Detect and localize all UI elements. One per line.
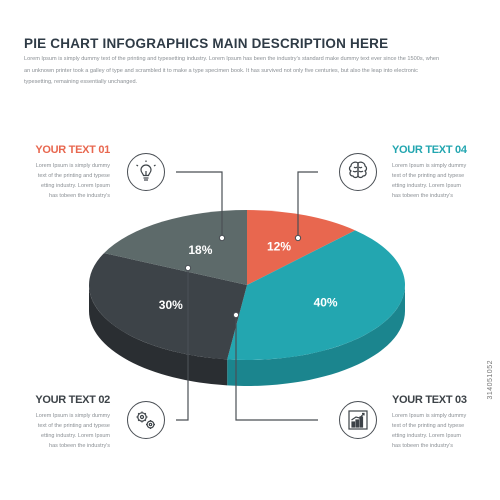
text-block-01-title: YOUR TEXT 01 xyxy=(35,144,110,156)
connector-dot-03 xyxy=(232,311,240,319)
slice-30pct-label: 30% xyxy=(159,298,183,312)
page-title: PIE CHART INFOGRAPHICS MAIN DESCRIPTION … xyxy=(24,36,389,51)
text-block-02-title: YOUR TEXT 02 xyxy=(35,394,110,406)
text-block-02-body: Lorem Ipsum is simply dummy text of the … xyxy=(35,413,110,449)
connector-01 xyxy=(176,171,223,238)
connector-04 xyxy=(297,171,318,238)
text-block-04-body: Lorem Ipsum is simply dummy text of the … xyxy=(392,163,467,199)
watermark-id: 314051052 xyxy=(487,360,494,400)
connector-dot-02 xyxy=(184,264,192,272)
slice-18pct-label: 18% xyxy=(188,243,212,257)
bar-chart-icon xyxy=(339,401,377,439)
slice-40pct-label: 40% xyxy=(314,296,338,310)
text-block-01-body: Lorem Ipsum is simply dummy text of the … xyxy=(35,163,110,199)
text-block-03-body: Lorem Ipsum is simply dummy text of the … xyxy=(392,413,467,449)
text-block-02: YOUR TEXT 02 Lorem Ipsum is simply dummy… xyxy=(32,394,110,451)
slice-12pct xyxy=(247,210,356,285)
connector-03 xyxy=(235,315,318,421)
slice-30pct-side xyxy=(89,285,228,386)
slice-12pct-label: 12% xyxy=(267,240,291,254)
text-block-01: YOUR TEXT 01 Lorem Ipsum is simply dummy… xyxy=(32,144,110,201)
slice-30pct xyxy=(88,253,248,360)
connector-dot-01 xyxy=(218,234,226,242)
slice-40pct xyxy=(227,230,406,360)
text-block-04-title: YOUR TEXT 04 xyxy=(392,144,467,156)
text-block-04: YOUR TEXT 04 Lorem Ipsum is simply dummy… xyxy=(392,144,470,201)
connector-02 xyxy=(176,268,189,421)
text-block-03: YOUR TEXT 03 Lorem Ipsum is simply dummy… xyxy=(392,394,470,451)
slice-40pct-side xyxy=(227,285,405,386)
text-block-03-title: YOUR TEXT 03 xyxy=(392,394,467,406)
slice-18pct xyxy=(104,210,247,285)
connector-dot-04 xyxy=(294,234,302,242)
brain-icon xyxy=(339,153,377,191)
gears-icon xyxy=(127,401,165,439)
page-description: Lorem Ipsum is simply dummy text of the … xyxy=(24,56,440,85)
lightbulb-icon xyxy=(127,153,165,191)
